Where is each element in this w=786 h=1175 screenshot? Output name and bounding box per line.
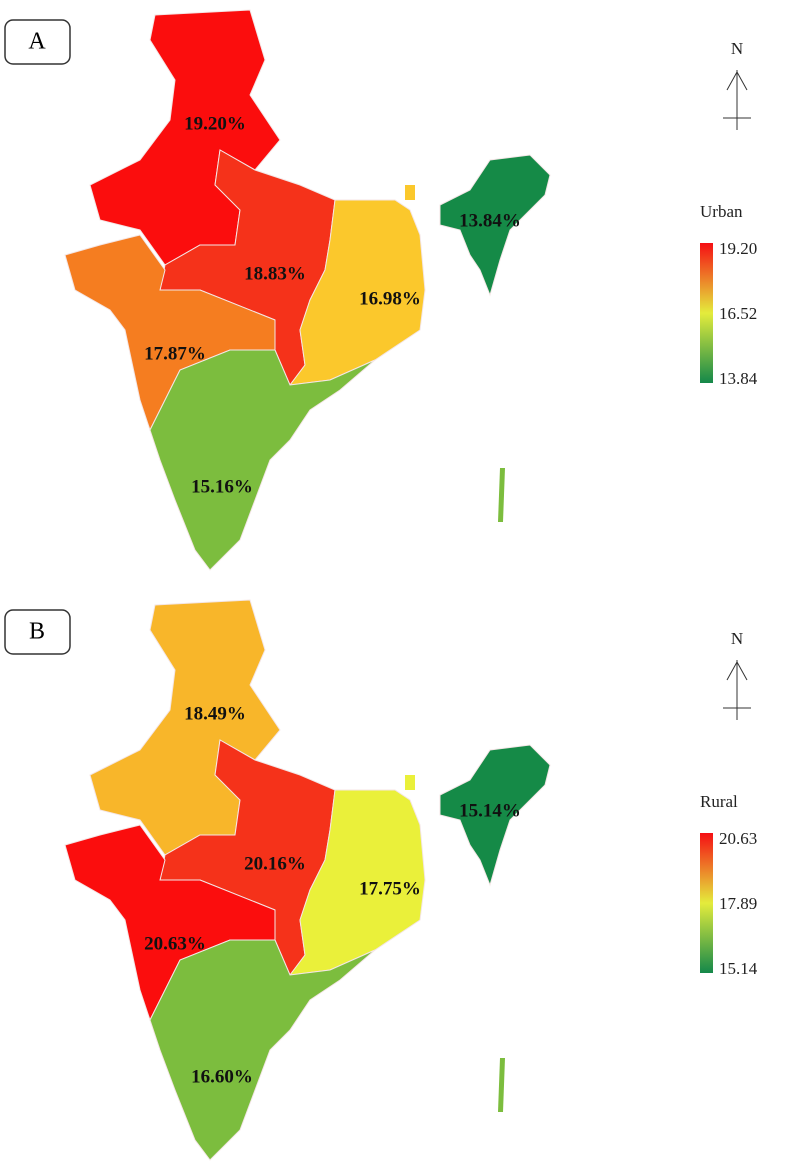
legend-tick-label: 15.14	[719, 959, 758, 978]
legend-tick-label: 20.63	[719, 829, 757, 848]
north-label: N	[731, 39, 743, 58]
region-label: 17.75%	[359, 878, 421, 899]
panel: B 18.49% 20.16% 17.75% 15.14% 20.63% 16.60% N Ru…	[4, 599, 758, 1161]
region-label: 18.83%	[244, 263, 306, 284]
legend-tick-label: 13.84	[719, 369, 758, 388]
north-label: N	[731, 629, 743, 648]
region-label: 16.98%	[359, 288, 421, 309]
region-label: 20.63%	[144, 933, 206, 954]
region-label: 19.20%	[184, 113, 246, 134]
north-arrow-head	[726, 70, 748, 91]
region	[439, 744, 551, 887]
region-label: 16.60%	[191, 1066, 253, 1087]
region-label: 20.16%	[244, 853, 306, 874]
region-part	[405, 185, 415, 200]
region-label: 13.84%	[459, 210, 521, 231]
legend-tick-label: 19.20	[719, 239, 757, 258]
panel-label: A	[28, 29, 46, 55]
legend-colorbar	[700, 243, 713, 383]
legend-tick-label: 17.89	[719, 894, 757, 913]
region-part	[498, 468, 505, 522]
panel-label-box	[4, 19, 71, 65]
legend-colorbar	[700, 833, 713, 973]
region	[149, 349, 376, 571]
region	[439, 154, 551, 297]
region-label: 18.49%	[184, 703, 246, 724]
panel-label-box	[4, 609, 71, 655]
region-part	[498, 1058, 505, 1112]
region-label: 17.87%	[144, 343, 206, 364]
legend-title: Rural	[700, 792, 738, 811]
region-part	[405, 775, 415, 790]
panel-label: B	[29, 619, 45, 645]
legend-title: Urban	[700, 202, 743, 221]
region	[149, 939, 376, 1161]
panel: A 19.20% 18.83% 16.98% 13.84% 17.87% 15.16% N Ur…	[4, 9, 758, 571]
legend-tick-label: 16.52	[719, 304, 757, 323]
region-label: 15.14%	[459, 800, 521, 821]
north-arrow-head	[726, 660, 748, 681]
region-label: 15.16%	[191, 476, 253, 497]
